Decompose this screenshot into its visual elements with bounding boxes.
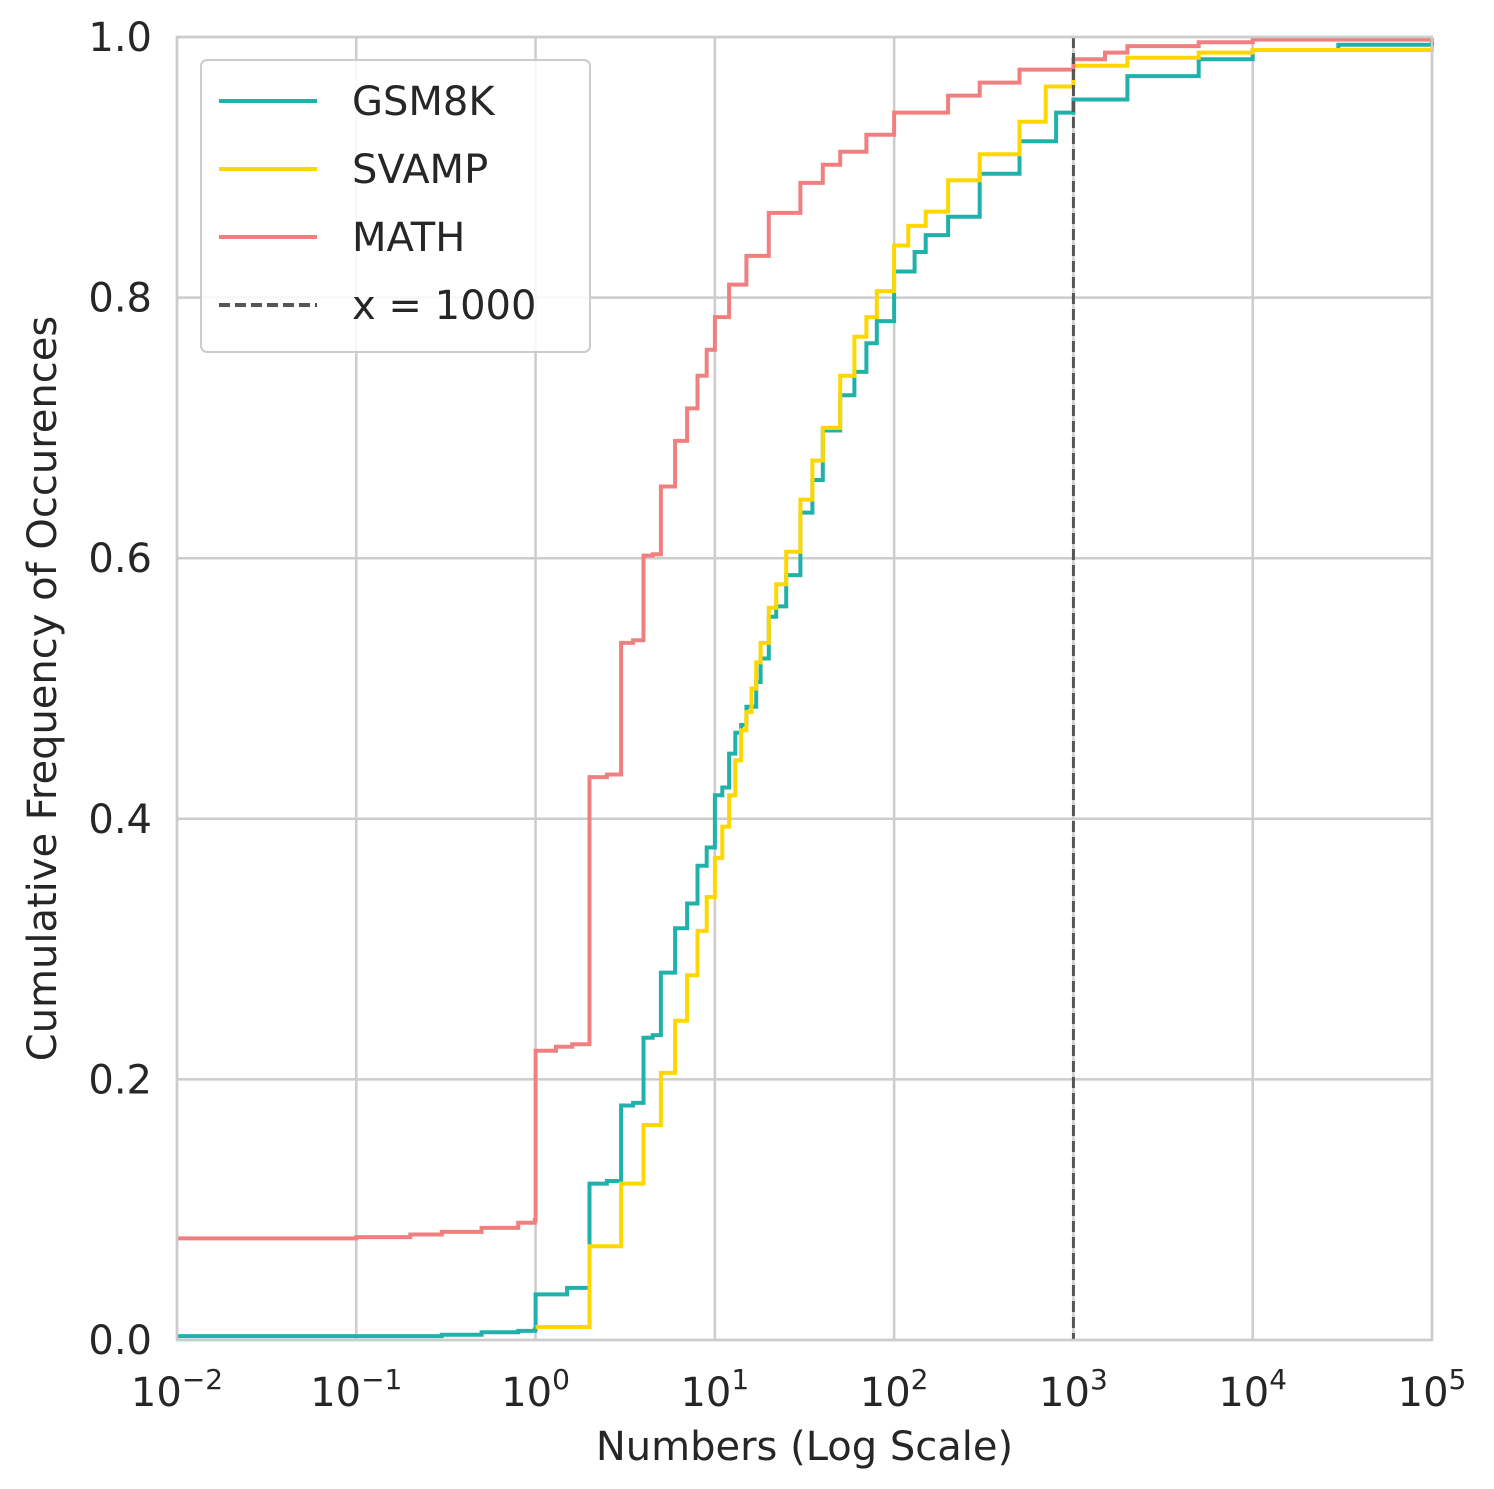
- y-tick-label: 1.0: [88, 15, 152, 61]
- x-tick-base: 10: [1218, 1370, 1269, 1416]
- x-tick-exponent: −1: [361, 1363, 402, 1396]
- x-tick-exponent: 1: [731, 1363, 749, 1396]
- x-tick-base: 10: [310, 1370, 361, 1416]
- x-tick-base: 10: [1039, 1370, 1090, 1416]
- legend-label: SVAMP: [352, 147, 488, 193]
- x-tick-label: 10−1: [310, 1363, 402, 1416]
- x-tick-exponent: 5: [1449, 1363, 1467, 1396]
- x-tick-base: 10: [860, 1370, 911, 1416]
- x-tick-label: 101: [680, 1363, 749, 1416]
- x-tick-exponent: 3: [1090, 1363, 1108, 1396]
- y-axis-title: Cumulative Frequency of Occurences: [20, 316, 66, 1061]
- x-tick-label: 104: [1218, 1363, 1287, 1416]
- x-tick-exponent: 2: [911, 1363, 929, 1396]
- x-tick-base: 10: [131, 1370, 182, 1416]
- x-tick-label: 100: [501, 1363, 570, 1416]
- y-tick-label: 0.0: [88, 1318, 152, 1364]
- series-line-svamp: [535, 46, 1434, 1329]
- legend-label: GSM8K: [352, 79, 496, 125]
- x-tick-label: 103: [1039, 1363, 1108, 1416]
- y-tick-label: 0.6: [88, 536, 152, 582]
- x-tick-base: 10: [680, 1370, 731, 1416]
- series-line-math: [177, 37, 1434, 1241]
- legend-label: MATH: [352, 215, 465, 261]
- x-tick-label: 105: [1398, 1363, 1467, 1416]
- legend: GSM8K SVAMP MATH x = 1000: [200, 59, 591, 353]
- plot-frame: [175, 35, 1434, 1342]
- x-tick-label: 10−2: [131, 1363, 223, 1416]
- x-tick-exponent: 4: [1269, 1363, 1287, 1396]
- y-tick-label: 0.8: [88, 276, 152, 322]
- y-tick-label: 0.2: [88, 1057, 152, 1103]
- x-tick-exponent: −2: [182, 1363, 223, 1396]
- x-tick-base: 10: [501, 1370, 552, 1416]
- x-tick-exponent: 0: [552, 1363, 570, 1396]
- legend-box: [200, 59, 591, 353]
- legend-label: x = 1000: [352, 283, 536, 329]
- x-axis-title: Numbers (Log Scale): [596, 1424, 1013, 1470]
- x-tick-base: 10: [1398, 1370, 1449, 1416]
- series-lines: [177, 37, 1434, 1340]
- x-tick-label: 102: [860, 1363, 929, 1416]
- y-tick-label: 0.4: [88, 797, 152, 843]
- tick-labels: 10−2 10−1 100 101 102 103 104 1050.00.20.40.60.…: [88, 15, 1466, 1416]
